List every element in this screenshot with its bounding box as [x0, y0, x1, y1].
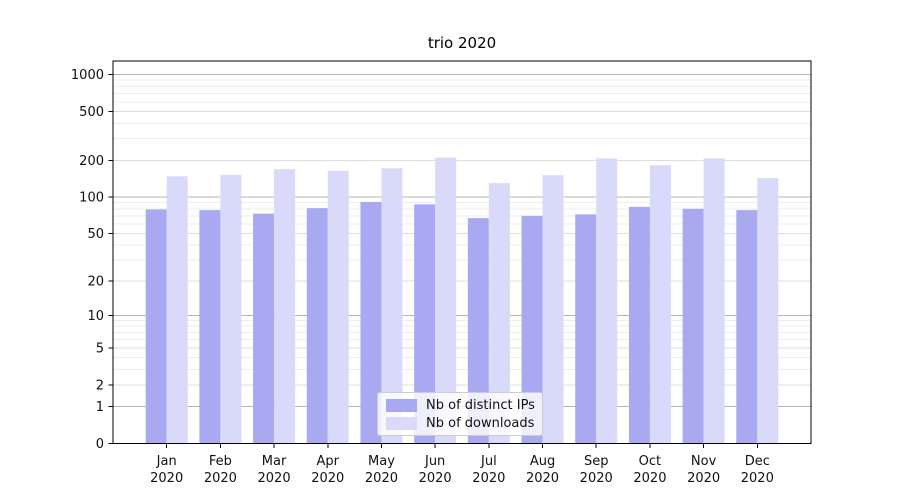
bar-downloads-mar [274, 169, 296, 444]
chart-title: trio 2020 [427, 34, 497, 52]
legend: Nb of distinct IPs Nb of downloads [377, 392, 543, 436]
bar-distinct-ips-may [360, 201, 382, 444]
bar-distinct-ips-jul [467, 218, 489, 444]
x-tick-label-month: Dec [745, 454, 770, 469]
x-tick-label-month: Jun [424, 454, 445, 469]
x-tick-label-month: Feb [209, 454, 232, 469]
bar-distinct-ips-jan [145, 209, 167, 444]
y-tick-label: 0 [96, 437, 104, 452]
y-tick-label: 100 [79, 191, 104, 206]
bar-distinct-ips-oct [628, 206, 650, 444]
axis-spines [112, 60, 812, 445]
bar-distinct-ips-sep [575, 214, 597, 444]
bar-downloads-jun [435, 157, 457, 444]
y-tick-label: 10 [87, 309, 104, 324]
bar-downloads-dec [757, 178, 779, 444]
x-tick-label-month: May [368, 454, 395, 469]
x-tick-label-month: Nov [691, 454, 717, 469]
legend-label-distinct-ips: Nb of distinct IPs [426, 397, 535, 413]
y-tick-label: 5 [96, 341, 104, 356]
x-tick-label-year: 2020 [580, 471, 613, 486]
bar-downloads-aug [542, 175, 564, 444]
y-tick-label: 1 [96, 400, 104, 415]
x-tick-label-year: 2020 [687, 471, 720, 486]
legend-swatch-distinct-ips [386, 398, 417, 412]
legend-label-downloads: Nb of downloads [426, 415, 535, 431]
x-tick-label-year: 2020 [472, 471, 505, 486]
y-tick-label: 1000 [71, 68, 104, 83]
y-tick-label: 50 [87, 227, 104, 242]
bar-downloads-may [381, 168, 403, 444]
x-tick-label-year: 2020 [526, 471, 559, 486]
bar-distinct-ips-jun [414, 204, 436, 444]
bar-downloads-apr [327, 170, 349, 444]
bar-downloads-feb [220, 174, 242, 444]
bar-distinct-ips-feb [199, 210, 221, 444]
x-tick-label-month: Jul [480, 454, 497, 469]
bar-distinct-ips-nov [682, 208, 704, 444]
x-tick-label-month: Oct [639, 454, 661, 469]
bar-distinct-ips-apr [306, 208, 328, 444]
bar-distinct-ips-aug [521, 215, 543, 444]
x-tick-label-year: 2020 [365, 471, 398, 486]
bar-downloads-nov [703, 158, 725, 444]
x-tick-label-year: 2020 [419, 471, 452, 486]
bar-distinct-ips-dec [736, 210, 758, 444]
y-tick-label: 20 [87, 274, 104, 289]
legend-swatch-downloads [386, 416, 417, 430]
x-tick-label-month: Aug [530, 454, 555, 469]
bar-downloads-oct [649, 165, 671, 444]
x-tick-label-month: Mar [262, 454, 287, 469]
bar-downloads-sep [596, 158, 618, 444]
y-tick-label: 500 [79, 105, 104, 120]
x-tick-label-year: 2020 [741, 471, 774, 486]
x-tick-label-month: Jan [156, 454, 177, 469]
bar-distinct-ips-mar [253, 213, 275, 444]
legend-entry-downloads: Nb of downloads [386, 414, 536, 432]
x-tick-label-year: 2020 [258, 471, 291, 486]
y-tick-label: 200 [79, 154, 104, 169]
x-tick-label-month: Sep [584, 454, 609, 469]
legend-entry-distinct-ips: Nb of distinct IPs [386, 396, 536, 414]
x-tick-label-year: 2020 [204, 471, 237, 486]
bar-downloads-jul [488, 183, 510, 444]
bar-downloads-jan [166, 176, 188, 444]
x-tick-label-month: Apr [317, 454, 340, 469]
x-tick-label-year: 2020 [311, 471, 344, 486]
y-tick-label: 2 [96, 378, 104, 393]
x-tick-label-year: 2020 [150, 471, 183, 486]
x-tick-label-year: 2020 [633, 471, 666, 486]
